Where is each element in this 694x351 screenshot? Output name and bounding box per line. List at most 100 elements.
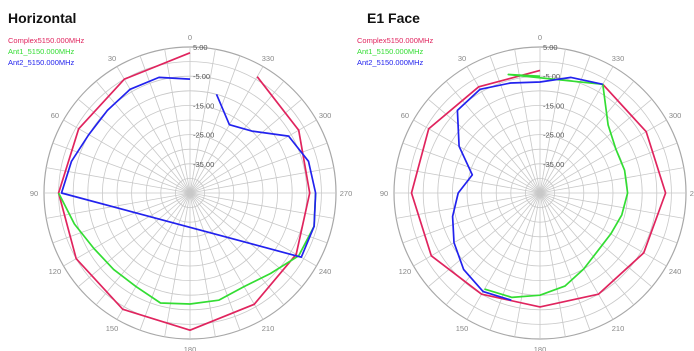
angle-tick-label: 180 <box>184 345 197 351</box>
angle-tick-label: 30 <box>458 54 466 63</box>
grid-spoke <box>539 192 684 219</box>
angle-tick-label: 150 <box>456 324 469 333</box>
grid-spoke <box>413 119 541 194</box>
radial-tick-label: -5.00 <box>543 72 560 81</box>
series-line <box>451 76 603 302</box>
angle-tick-label: 330 <box>612 54 625 63</box>
legend-entry-ant2: Ant2_5150.000MHz <box>8 58 75 67</box>
angle-tick-label: 300 <box>669 111 682 120</box>
grid-spoke <box>539 119 667 194</box>
grid-spoke <box>139 55 191 194</box>
grid-spoke <box>77 98 191 194</box>
angle-tick-label: 0 <box>538 33 542 42</box>
angle-tick-label: 240 <box>319 267 332 276</box>
grid-spoke <box>539 192 635 306</box>
angle-tick-label: 90 <box>380 189 388 198</box>
grid-spoke <box>189 55 241 194</box>
polar-plot: 5.00 -5.00 -15.00 -25.00 -35.00 0 30 60 90 120 150… <box>380 33 694 351</box>
legend: Complex5150.000MHz Ant1_5150.000MHz Ant2… <box>357 35 433 68</box>
grid-spoke <box>539 192 566 337</box>
grid-spoke <box>139 192 191 331</box>
angle-tick-label: 30 <box>108 54 116 63</box>
grid-spoke <box>116 192 191 320</box>
grid-spoke <box>445 80 541 194</box>
legend-entry-ant2: Ant2_5150.000MHz <box>357 58 424 67</box>
legend-entry-ant1: Ant1_5150.000MHz <box>8 47 75 56</box>
grid-spoke <box>466 66 541 194</box>
angle-tick-label: 240 <box>669 267 682 276</box>
grid-spoke <box>514 49 541 194</box>
grid-spoke <box>396 192 541 219</box>
grid-spoke <box>189 142 328 194</box>
polar-grid <box>393 46 687 340</box>
chart-title: E1 Face <box>367 10 420 26</box>
radial-tick-label: -25.00 <box>543 131 564 140</box>
angle-tick-label: 60 <box>401 111 409 120</box>
grid-spoke <box>63 192 191 267</box>
grid-spoke <box>189 192 328 244</box>
legend: Complex5150.000MHz Ant1_5150.000MHz Ant2… <box>8 35 84 68</box>
grid-spoke <box>539 49 566 194</box>
angle-tick-label: 180 <box>534 345 547 351</box>
grid-spoke <box>539 192 678 244</box>
angle-tick-label: 270 <box>690 189 694 198</box>
grid-spoke <box>116 66 191 194</box>
grid-spoke <box>539 142 678 194</box>
grid-spoke <box>539 192 653 288</box>
grid-spoke <box>189 119 317 194</box>
grid-spoke <box>539 192 591 331</box>
grid-spoke <box>95 80 191 194</box>
grid-spoke <box>189 192 264 320</box>
series-line <box>60 76 317 259</box>
polar-panel-e1-face: E1 Face Complex5150.000MHz Ant1_5150.000… <box>347 0 694 351</box>
angle-tick-label: 0 <box>188 33 192 42</box>
radial-tick-label: -25.00 <box>193 131 214 140</box>
grid-spoke <box>539 192 614 320</box>
grid-spoke <box>95 192 191 306</box>
radial-tick-label: -35.00 <box>193 160 214 169</box>
grid-spoke <box>539 66 614 194</box>
grid-spoke <box>539 80 635 194</box>
grid-spoke <box>189 80 285 194</box>
legend-entry-complex: Complex5150.000MHz <box>357 36 434 45</box>
grid-spoke <box>413 192 541 267</box>
radial-tick-label: 5.00 <box>543 43 558 52</box>
series-line <box>484 73 629 299</box>
grid-spoke <box>77 192 191 288</box>
grid-spoke <box>189 66 264 194</box>
radial-tick-label: -35.00 <box>543 160 564 169</box>
grid-spoke <box>539 167 684 194</box>
grid-spoke <box>427 192 541 288</box>
grid-spoke <box>189 98 303 194</box>
angle-tick-label: 330 <box>262 54 275 63</box>
grid-spoke <box>189 192 317 267</box>
grid-spoke <box>189 192 334 219</box>
polar-plot: 5.00 -5.00 -15.00 -25.00 -35.00 0 30 60 90 120 150… <box>30 33 352 351</box>
polar-grid <box>43 46 337 340</box>
legend-entry-ant1: Ant1_5150.000MHz <box>357 47 424 56</box>
radial-tick-label: -15.00 <box>193 101 214 110</box>
grid-spoke <box>189 192 216 337</box>
grid-spoke <box>189 192 241 331</box>
grid-spoke <box>52 192 191 244</box>
grid-spoke <box>514 192 541 337</box>
radial-tick-label: -15.00 <box>543 101 564 110</box>
grid-spoke <box>46 167 191 194</box>
angle-tick-label: 210 <box>612 324 625 333</box>
angle-tick-label: 90 <box>30 189 38 198</box>
angle-tick-label: 60 <box>51 111 59 120</box>
grid-spoke <box>489 192 541 331</box>
chart-title: Horizontal <box>8 10 77 26</box>
angle-tick-label: 210 <box>262 324 275 333</box>
grid-spoke <box>164 49 191 194</box>
grid-spoke <box>466 192 541 320</box>
grid-spoke <box>189 167 334 194</box>
polar-panel-horizontal: Horizontal Complex5150.000MHz Ant1_5150.… <box>8 10 352 351</box>
grid-spoke <box>539 192 667 267</box>
grid-spoke <box>489 55 541 194</box>
angle-tick-label: 270 <box>340 189 353 198</box>
grid-spoke <box>427 98 541 194</box>
grid-spoke <box>539 98 653 194</box>
grid-spoke <box>402 192 541 244</box>
radial-tick-label: -5.00 <box>193 72 210 81</box>
